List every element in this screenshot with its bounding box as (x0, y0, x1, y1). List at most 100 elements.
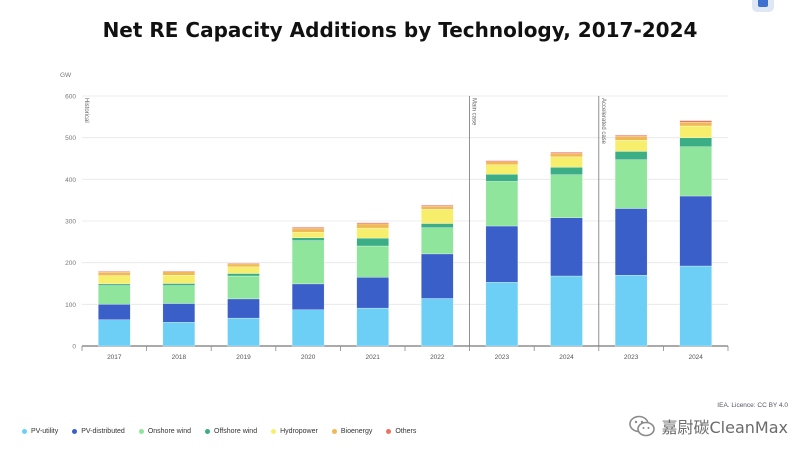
legend-swatch (22, 429, 27, 434)
bar-segment (550, 275, 583, 347)
x-tick-label: 2024 (559, 354, 574, 361)
bar-segment (98, 272, 131, 276)
bar-segment (291, 232, 325, 238)
bar-segment (679, 146, 712, 197)
chart-legend: PV-utility PV-distributed Onshore wind Offs… (22, 428, 416, 435)
bar-segment (485, 164, 519, 175)
legend-item: Others (386, 428, 416, 435)
bar-segment (614, 151, 648, 160)
bar-segment (679, 122, 712, 127)
bar-segment (679, 195, 712, 267)
bar-segment (679, 125, 712, 138)
y-tick-label: 500 (65, 135, 76, 142)
share-icon[interactable] (752, 0, 774, 12)
bar-segment (421, 205, 454, 207)
bar-segment (162, 270, 196, 272)
bar-segment (485, 174, 519, 182)
y-tick-label: 0 (72, 344, 76, 351)
bar-segment (356, 237, 389, 247)
bar-segment (421, 227, 454, 255)
bar-segment (550, 153, 583, 157)
legend-item: Offshore wind (205, 428, 257, 435)
bar-segment (98, 304, 131, 320)
bar-segment (227, 266, 260, 274)
wechat-logo-icon (628, 415, 655, 437)
legend-swatch (72, 429, 78, 434)
legend-swatch (386, 429, 392, 434)
bar-segment (356, 277, 389, 309)
legend-label: Bioenergy (340, 428, 373, 435)
bar-segment (614, 135, 648, 137)
bar-segment (227, 298, 260, 319)
bar-segment (356, 223, 389, 229)
bar-segment (227, 263, 260, 267)
bar-segment (291, 283, 325, 310)
licence-credit: IEA. Licence: CC BY 4.0 (717, 402, 788, 409)
bar-segment (291, 309, 325, 347)
x-tick-label: 2023 (624, 354, 639, 361)
legend-label: Offshore wind (214, 428, 258, 435)
bar-segment (98, 275, 131, 285)
legend-swatch (271, 429, 277, 434)
bar-segment (485, 225, 519, 283)
bar-segment (485, 161, 519, 165)
bar-segment (485, 160, 519, 162)
y-tick-label: 200 (65, 260, 76, 267)
legend-label: PV-utility (31, 428, 59, 435)
bar-segment (227, 275, 260, 300)
x-tick-label: 2023 (495, 354, 510, 361)
bar-segment (614, 159, 648, 209)
y-tick-label: 600 (65, 94, 76, 101)
bar-segment (162, 322, 196, 347)
stacked-bar-chart: GW 0 100 200 300 400 500 600 2017 2018 2019 2020 202… (60, 72, 729, 361)
legend-item: PV-utility (22, 428, 58, 435)
legend-item: PV-distributed (72, 428, 125, 435)
bar-segment (679, 265, 712, 347)
bar-segment (421, 209, 454, 224)
x-tick-label: 2020 (301, 354, 316, 361)
bar-segment (227, 262, 260, 265)
bar-segment (614, 136, 648, 141)
bar-segment (679, 137, 712, 147)
bar-segment (421, 223, 454, 228)
bar-segment (291, 227, 325, 229)
bar-segment (356, 222, 389, 225)
bar-segment (614, 208, 648, 276)
section-label: Accelerated case (600, 98, 606, 145)
bar-segment (291, 228, 325, 233)
bar-segment (356, 245, 389, 278)
bar-segment (98, 319, 131, 347)
legend-label: Others (395, 428, 417, 435)
bar-segment (421, 253, 454, 299)
x-tick-label: 2017 (107, 354, 122, 361)
bar-segment (550, 217, 583, 277)
bar-segment (98, 285, 131, 305)
section-label: Main case (471, 98, 477, 126)
y-tick-label: 400 (65, 177, 76, 184)
bar-segment (291, 240, 325, 285)
x-tick-label: 2019 (236, 354, 251, 361)
bar-segment (485, 181, 519, 227)
y-tick-label: 300 (65, 219, 76, 226)
bar-segment (291, 237, 325, 241)
x-tick-label: 2018 (172, 354, 187, 361)
bar-segment (162, 271, 196, 276)
bar-segment (227, 317, 260, 347)
bar-segment (550, 174, 583, 218)
watermark-text: 嘉尉碳CleanMax (661, 418, 789, 437)
bar-segment (550, 167, 583, 175)
bar-segment (356, 227, 389, 239)
bar-segment (550, 152, 583, 154)
legend-label: Onshore wind (147, 428, 192, 435)
y-tick-label: 100 (65, 302, 76, 309)
bar-segment (485, 282, 519, 347)
bar-segment (356, 307, 389, 347)
legend-item: Hydropower (271, 428, 318, 435)
chart-title: Net RE Capacity Additions by Technology,… (102, 18, 698, 42)
bar-segment (614, 275, 648, 347)
legend-swatch (138, 429, 144, 434)
legend-label: Hydropower (280, 428, 318, 435)
bar-segment (614, 140, 648, 152)
legend-label: PV-distributed (81, 428, 125, 435)
bar-segment (679, 120, 712, 123)
